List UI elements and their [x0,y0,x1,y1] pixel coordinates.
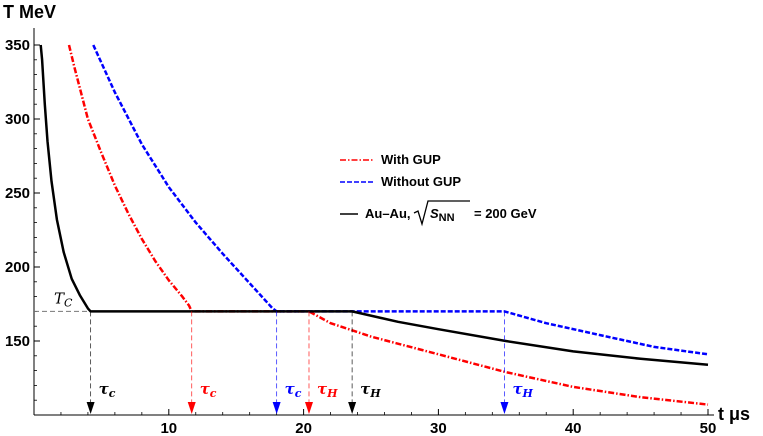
y-axis-title: T MeV [3,2,56,22]
y-tick-label: 250 [5,185,30,202]
legend-label: Without GUP [381,174,461,189]
marker-label: τH [512,380,533,400]
series-lines [39,44,709,406]
marker-arrow [86,402,95,414]
tc-label: TC [54,289,73,309]
legend-with-gup: With GUP [340,152,441,167]
legend-label-prefix: Au–Au, [365,206,411,221]
legend-label-suffix: = 200 GeV [474,206,537,221]
series-auau [39,44,709,366]
series-with-gup [67,44,709,406]
legend-label-s: SNN [430,206,455,224]
x-tick-label: 20 [295,420,312,436]
y-tick-label: 350 [5,37,30,54]
x-tick-label: 50 [700,420,717,436]
legend-without-gup: Without GUP [340,174,461,189]
y-tick-label: 300 [5,111,30,128]
marker-arrow [187,402,196,414]
marker-arrow [500,402,509,414]
marker-label: τc [285,380,302,400]
marker-arrow [348,402,357,414]
marker-arrow [304,402,313,414]
marker-label: τc [99,380,116,400]
legend-label: With GUP [381,152,441,167]
marker-label: τc [200,380,217,400]
x-axis-title: t μs [718,404,750,424]
legend-auau: Au–Au, SNN = 200 GeV [340,200,537,227]
series-without-gup [92,44,709,356]
sqrt-sign [413,200,470,227]
x-tick-label: 30 [430,420,447,436]
marker-label: τH [360,380,381,400]
legend: With GUP Without GUP Au–Au, SNN = 200 GeV [340,152,537,227]
x-tick-label: 40 [565,420,582,436]
axes: 10 20 30 40 50 150 200 250 300 350 [5,28,716,436]
marker-arrow [272,402,281,414]
y-tick-label: 200 [5,259,30,276]
marker-label: τH [317,380,338,400]
x-tick-label: 10 [160,420,177,436]
y-tick-label: 150 [5,333,30,350]
